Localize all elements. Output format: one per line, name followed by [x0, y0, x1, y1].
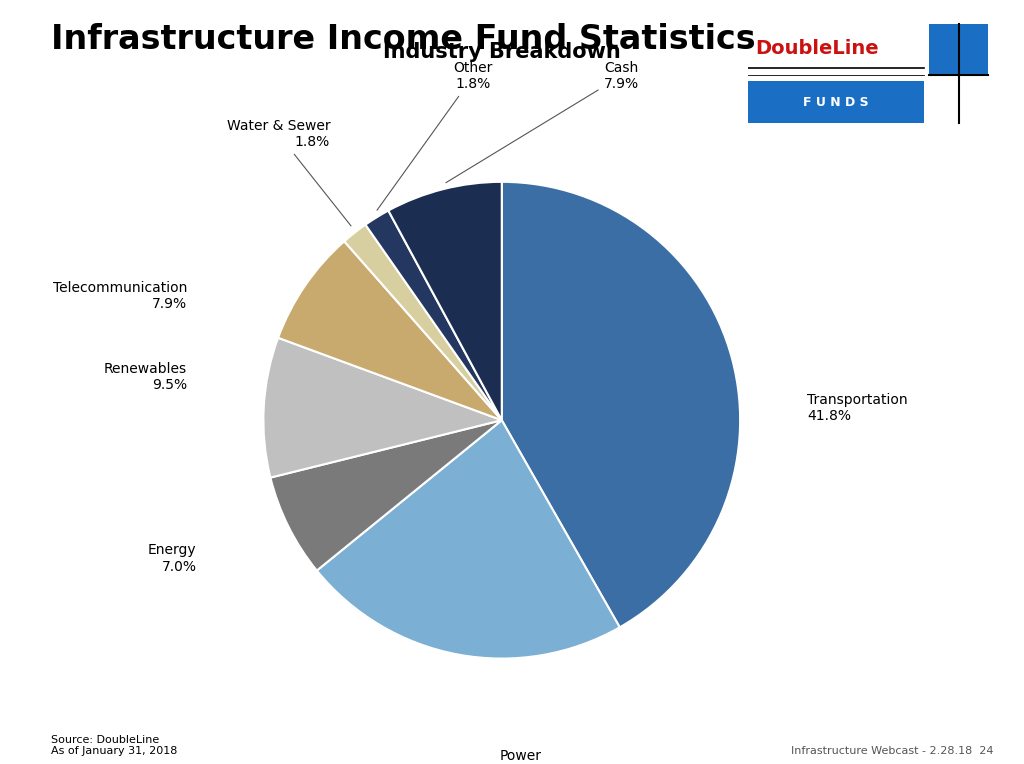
Wedge shape [502, 182, 740, 627]
Text: Cash
7.9%: Cash 7.9% [445, 61, 639, 183]
Text: Water & Sewer
1.8%: Water & Sewer 1.8% [226, 119, 351, 226]
Text: Other
1.8%: Other 1.8% [377, 61, 493, 210]
Text: Power
22.4%: Power 22.4% [499, 749, 543, 764]
Title: Industry Breakdown: Industry Breakdown [383, 42, 621, 62]
Wedge shape [366, 211, 502, 420]
Text: Infrastructure Income Fund Statistics: Infrastructure Income Fund Statistics [51, 23, 756, 56]
Wedge shape [279, 241, 502, 420]
Text: Renewables
9.5%: Renewables 9.5% [104, 362, 187, 393]
Text: DoubleLine: DoubleLine [755, 39, 879, 58]
Wedge shape [316, 420, 620, 659]
Wedge shape [388, 182, 502, 420]
Text: Energy
7.0%: Energy 7.0% [148, 543, 197, 574]
Text: Transportation
41.8%: Transportation 41.8% [807, 393, 907, 423]
Text: Source: DoubleLine
As of January 31, 2018: Source: DoubleLine As of January 31, 201… [51, 735, 177, 756]
Text: F U N D S: F U N D S [803, 96, 868, 108]
Wedge shape [344, 225, 502, 420]
Text: Infrastructure Webcast - 2.28.18  24: Infrastructure Webcast - 2.28.18 24 [791, 746, 993, 756]
FancyBboxPatch shape [748, 81, 925, 124]
Wedge shape [270, 420, 502, 571]
FancyBboxPatch shape [930, 24, 988, 76]
Wedge shape [263, 338, 502, 478]
Text: Telecommunication
7.9%: Telecommunication 7.9% [53, 281, 187, 312]
